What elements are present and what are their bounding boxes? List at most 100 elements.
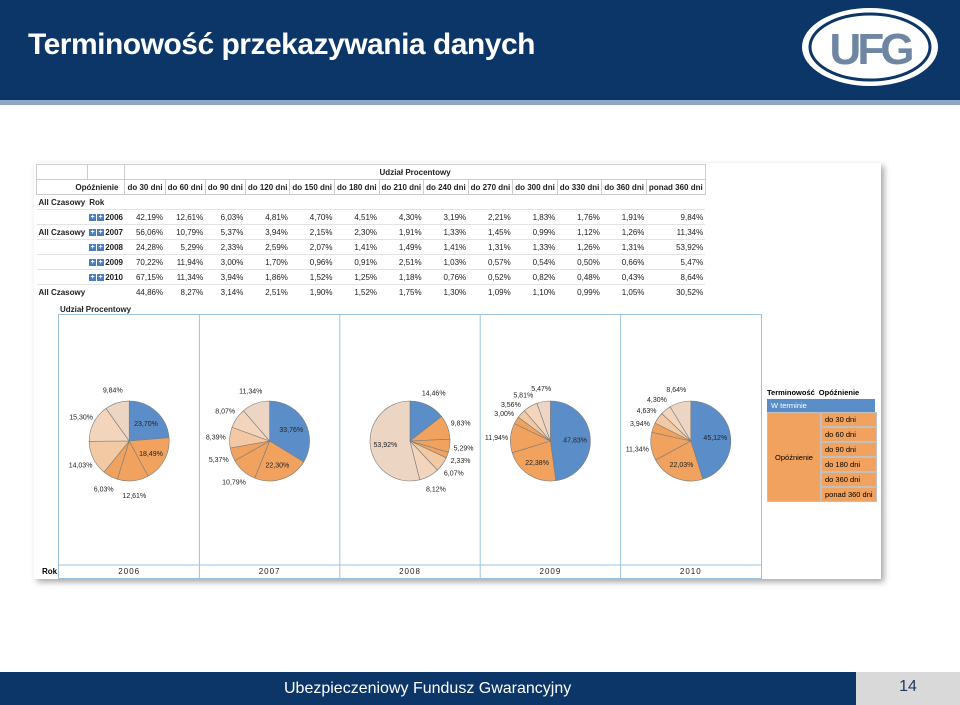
column-header: do 150 dni (289, 179, 335, 195)
legend-item: do 180 dni (821, 457, 877, 472)
pie-slice (105, 400, 130, 442)
pie-slice (511, 440, 557, 482)
expand-icon[interactable]: + (89, 228, 97, 236)
total-cell: 1,52% (334, 284, 380, 299)
slice-label: 33,76% (279, 427, 303, 434)
table-row: + +2006 42,19% 12,61% 6,03% 4,81% 4,70% 4,51% 4,… (36, 209, 706, 225)
total-cell: 44,86% (124, 284, 166, 299)
total-cell: 30,52% (646, 284, 706, 299)
expand-icon[interactable]: + (89, 213, 97, 221)
table-cell: 11,34% (165, 269, 206, 285)
year-cell[interactable]: + +2010 (87, 269, 125, 285)
expand-icon[interactable]: + (89, 258, 97, 266)
year-cell[interactable]: + +2006 (87, 209, 125, 225)
total-cell: 2,51% (245, 284, 290, 299)
year-label: 2009 (105, 257, 123, 267)
table-row: All Czasowy + +2007 56,06% 10,79% 5,37% 3,94% 2… (36, 224, 706, 240)
slice-label: 14,03% (69, 462, 93, 469)
table-cell: 1,41% (423, 239, 469, 255)
slice-label: 53,92% (374, 442, 398, 449)
year-cell[interactable]: + +2008 (87, 239, 125, 255)
slice-label: 22,38% (525, 460, 549, 467)
table-cell: 0,66% (601, 254, 647, 270)
table-cell: 11,34% (646, 224, 706, 240)
column-header: do 120 dni (244, 179, 291, 195)
column-header: do 30 dni (124, 179, 166, 195)
table-cell: 5,29% (165, 239, 206, 255)
year-label: 2010 (105, 272, 123, 282)
pie-slice (243, 400, 270, 442)
year-label: 2006 (105, 212, 123, 222)
row-group-cell (36, 254, 88, 270)
pie-slice (690, 400, 732, 480)
table-caption: Udział Procentowy (124, 164, 706, 180)
legend-delay-group: Opóźnienie do 30 dni do 60 dni do 90 dni do… (767, 412, 877, 502)
year-tick-label: 2008 (399, 567, 421, 576)
table-cell: 2,07% (289, 239, 335, 255)
pie-slice (128, 437, 170, 477)
slice-label: 6,07% (444, 471, 464, 478)
legend-on-time-label: W terminie (767, 399, 811, 412)
slide-footer: Ubezpieczeniowy Fundusz Gwarancyjny 14 (0, 672, 960, 705)
year-tick-label: 2009 (540, 567, 562, 576)
table-cell: 3,94% (205, 269, 246, 285)
table-empty-corner2 (86, 164, 126, 180)
table-cell: 0,52% (468, 269, 513, 285)
column-header: do 90 dni (204, 179, 246, 195)
slice-label: 18,49% (139, 451, 163, 458)
legend-header-left: Terminowość (767, 388, 815, 397)
expand-icon[interactable]: + (89, 243, 97, 251)
slice-label: 4,63% (637, 408, 657, 415)
logo-text: UFG (830, 25, 913, 74)
slice-label: 4,30% (647, 397, 667, 404)
slice-label: 22,30% (266, 463, 290, 470)
table-cell: 1,26% (557, 239, 602, 255)
year-cell[interactable]: + +2009 (87, 254, 125, 270)
slice-label: 5,37% (209, 457, 229, 464)
table-cell: 2,59% (245, 239, 290, 255)
table-cell: 10,79% (165, 224, 206, 240)
table-cell: 24,28% (124, 239, 166, 255)
chart-frame: 2006 2007 2008 2009 2010 23,70% 18,49% 12,61% 6,… (58, 314, 762, 579)
year-cell[interactable]: + +2007 (87, 224, 125, 240)
expand-icon[interactable]: + (97, 258, 105, 266)
pivot-table: Udział Procentowy Opóźnienie do 30 dni do… (35, 164, 706, 299)
slice-label: 8,12% (426, 486, 446, 493)
pie-slice (269, 400, 310, 463)
column-header: do 210 dni (378, 179, 425, 195)
ufg-logo: UFG (802, 8, 938, 86)
slice-label: 15,30% (69, 414, 93, 421)
table-cell: 0,48% (557, 269, 602, 285)
expand-icon[interactable]: + (97, 243, 105, 251)
expand-icon[interactable]: + (97, 213, 105, 221)
slice-label: 5,47% (531, 386, 551, 393)
table-row: + +2009 70,22% 11,94% 3,00% 1,70% 0,96% 0,91% 2,… (36, 254, 706, 270)
slice-label: 23,70% (134, 421, 158, 428)
table-cell: 0,76% (423, 269, 469, 285)
table-cell: 70,22% (124, 254, 166, 270)
table-cell: 5,37% (205, 224, 246, 240)
legend-item: do 360 dni (821, 472, 877, 487)
pie-slice (369, 400, 421, 482)
pie-slice (128, 400, 170, 442)
table-cell: 2,51% (379, 254, 424, 270)
table-cell: 3,19% (423, 209, 469, 225)
pie-slice (254, 440, 305, 482)
column-header: do 240 dni (423, 179, 469, 195)
slice-label: 3,00% (494, 411, 514, 418)
expand-icon[interactable]: + (89, 273, 97, 281)
legend-delay-label: Opóźnienie (767, 412, 821, 502)
spacer-cell (124, 194, 706, 210)
row-group-cell: All Czasowy (36, 224, 88, 240)
pivot-panel: Udział Procentowy Opóźnienie do 30 dni do… (34, 163, 881, 579)
table-cell: 0,91% (334, 254, 380, 270)
table-cell: 1,03% (423, 254, 469, 270)
expand-icon[interactable]: + (97, 228, 105, 236)
slide-title: Terminowość przekazywania danych (28, 28, 535, 61)
column-header: do 180 dni (333, 179, 380, 195)
expand-icon[interactable]: + (97, 273, 105, 281)
table-cell: 0,96% (289, 254, 335, 270)
table-cell: 1,12% (557, 224, 602, 240)
total-cell: 1,30% (423, 284, 469, 299)
table-cell: 1,26% (601, 224, 647, 240)
